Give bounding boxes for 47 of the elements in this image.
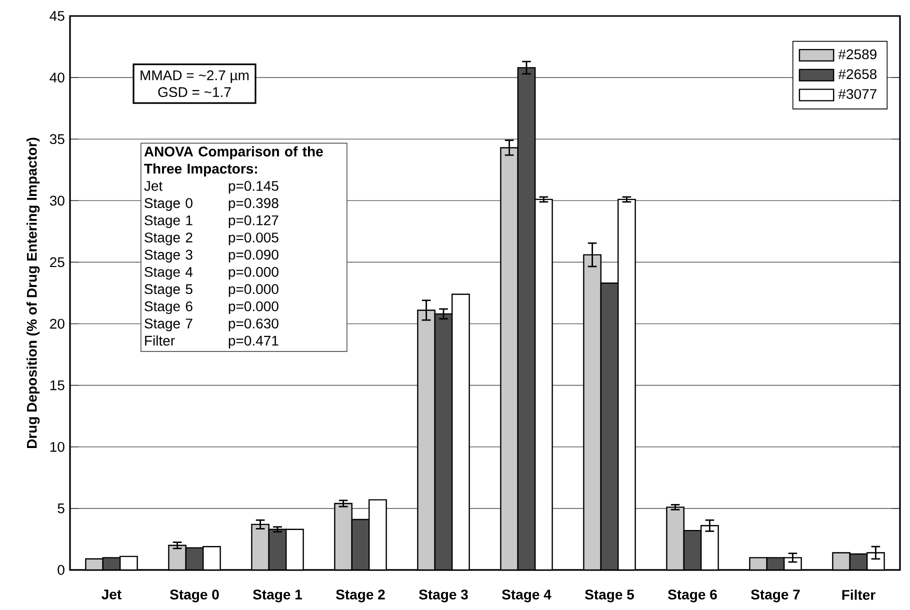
annotation: Stage 6 [144, 301, 192, 314]
annotation: p=0.000 [228, 301, 278, 314]
y-tick-label: 30 [50, 196, 64, 206]
x-tick-label: Stage 5 [585, 590, 634, 602]
annotation: ANOVA Comparison of the Three Impactors: [144, 146, 323, 176]
annotation: p=0.005 [228, 232, 278, 246]
x-tick-label: Stage 6 [668, 590, 717, 602]
annotation: p=0.000 [228, 284, 278, 297]
y-tick-label: 45 [50, 11, 64, 21]
annotation: Stage 1 [144, 215, 192, 228]
x-tick-label: Stage 1 [253, 590, 302, 602]
annotation: p=0.000 [228, 266, 278, 280]
x-tick-label: Stage 4 [502, 590, 552, 602]
annotation: Stage 0 [144, 198, 192, 211]
x-tick-label: Stage 3 [419, 590, 468, 602]
x-tick-label: Jet [102, 590, 122, 600]
annotation: p=0.090 [228, 250, 278, 262]
legend-label: #2658 [838, 69, 877, 80]
annotation: MMAD = ~2.7 µm [140, 70, 249, 84]
y-tick-label: 0 [58, 565, 64, 575]
annotation: p=0.145 [228, 180, 278, 194]
y-tick-label: 35 [50, 134, 64, 144]
annotation: Stage 7 [144, 318, 192, 332]
annotation: GSD = ~1.7 [158, 87, 231, 98]
x-tick-label: Stage 2 [336, 590, 385, 602]
annotation: p=0.127 [228, 215, 278, 228]
annotation: Stage 4 [144, 266, 193, 280]
legend-label: #3077 [838, 89, 876, 99]
annotation: Stage 5 [144, 284, 192, 297]
y-tick-label: 20 [50, 318, 64, 329]
legend-label: #2589 [838, 49, 876, 60]
x-tick-label: Stage 0 [170, 590, 219, 602]
annotation: Jet [144, 181, 163, 191]
x-tick-label: Filter [842, 590, 876, 600]
annotation: p=0.630 [228, 318, 278, 332]
annotation: Stage 3 [144, 250, 192, 262]
annotation: p=0.471 [228, 336, 278, 348]
y-tick-label: 25 [50, 257, 64, 268]
y-tick-label: 10 [50, 442, 64, 452]
annotation: p=0.398 [228, 198, 278, 211]
y-tick-label: 15 [50, 380, 64, 390]
annotation: Filter [145, 335, 175, 346]
y-tick-label: 40 [50, 72, 64, 82]
y-tick-label: 5 [58, 504, 64, 514]
x-tick-label: Stage 7 [750, 590, 800, 602]
y-axis-title: Drug Deposition (% of Drug Entering Impactor) [26, 138, 40, 448]
annotation: Stage 2 [144, 232, 192, 246]
